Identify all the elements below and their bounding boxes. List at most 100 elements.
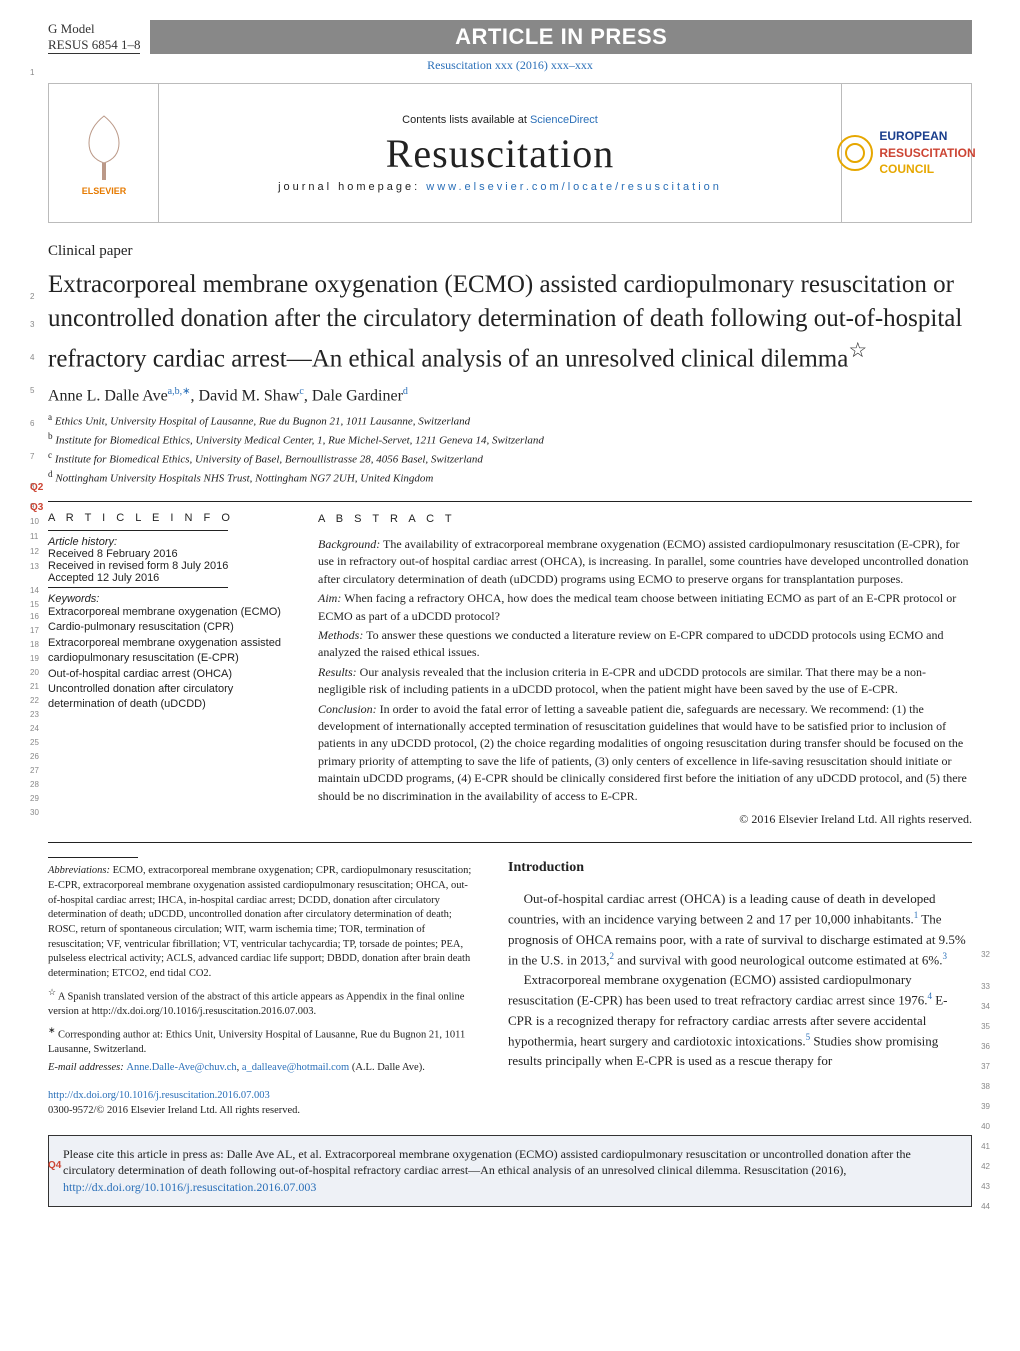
- line-number: 15: [30, 600, 39, 609]
- keyword-item: Cardio-pulmonary resuscitation (CPR): [48, 620, 288, 635]
- history-received: Received 8 February 2016: [48, 548, 288, 560]
- line-number: 12: [30, 547, 39, 556]
- abs-methods-text: To answer these questions we conducted a…: [318, 628, 943, 659]
- line-number: 34: [981, 1002, 990, 1011]
- sciencedirect-link[interactable]: ScienceDirect: [530, 114, 598, 126]
- keyword-item: Uncontrolled donation after circulatory …: [48, 682, 288, 713]
- erc-line-2: RESUSCITATION: [879, 145, 975, 162]
- affiliation-item: b Institute for Biomedical Ethics, Unive…: [48, 430, 972, 449]
- erc-line-3: COUNCIL: [879, 161, 975, 178]
- abs-background-text: The availability of extracorporeal membr…: [318, 537, 968, 586]
- resus-id: RESUS 6854 1–8: [48, 37, 140, 54]
- keywords-label: Keywords:: [48, 593, 288, 605]
- line-number: 3: [30, 320, 34, 329]
- line-number: 22: [30, 696, 39, 705]
- body-column: Introduction Out-of-hospital cardiac arr…: [508, 857, 972, 1118]
- line-number: 7: [30, 452, 34, 461]
- spanish-doi-link[interactable]: http://dx.doi.org/10.1016/j.resuscitatio…: [92, 1006, 314, 1017]
- line-number: 38: [981, 1082, 990, 1091]
- affiliation-item: a Ethics Unit, University Hospital of La…: [48, 411, 972, 430]
- affiliation-list: a Ethics Unit, University Hospital of La…: [48, 411, 972, 487]
- abs-results-text: Our analysis revealed that the inclusion…: [318, 665, 926, 696]
- abstract-copyright: © 2016 Elsevier Ireland Ltd. All rights …: [318, 811, 972, 828]
- cite-in-press-box: Please cite this article in press as: Da…: [48, 1135, 972, 1207]
- journal-homepage-line: journal homepage: www.elsevier.com/locat…: [159, 181, 841, 193]
- line-number: 33: [981, 982, 990, 991]
- line-number: 35: [981, 1022, 990, 1031]
- line-number: 37: [981, 1062, 990, 1071]
- line-number: 23: [30, 710, 39, 719]
- line-number: 2: [30, 292, 34, 301]
- issn-rights: 0300-9572/© 2016 Elsevier Ireland Ltd. A…: [48, 1104, 478, 1119]
- running-head-link[interactable]: Resuscitation xxx (2016) xxx–xxx: [427, 58, 593, 72]
- line-number: 42: [981, 1162, 990, 1171]
- section-label: Clinical paper: [48, 243, 972, 260]
- author-2: , David M. Shaw: [191, 387, 300, 404]
- abs-results-label: Results:: [318, 665, 357, 679]
- line-number: 4: [30, 353, 34, 362]
- homepage-url-link[interactable]: www.elsevier.com/locate/resuscitation: [426, 181, 722, 193]
- line-number: 27: [30, 766, 39, 775]
- cite-doi-link[interactable]: http://dx.doi.org/10.1016/j.resuscitatio…: [63, 1180, 316, 1194]
- elsevier-text: ELSEVIER: [81, 186, 126, 196]
- author-list: Anne L. Dalle Avea,b,∗, David M. Shawc, …: [48, 386, 972, 405]
- article-info-heading: A R T I C L E I N F O: [48, 512, 288, 524]
- cite-text: Please cite this article in press as: Da…: [63, 1147, 911, 1178]
- author-1: Anne L. Dalle Ave: [48, 387, 168, 404]
- abstract-column: A B S T R A C T Background: The availabi…: [318, 512, 972, 828]
- email-link-2[interactable]: a_dalleave@hotmail.com: [242, 1062, 349, 1073]
- email-tail: (A.L. Dalle Ave).: [349, 1062, 425, 1073]
- abs-methods-label: Methods:: [318, 628, 363, 642]
- author-query-label: Q2: [30, 482, 43, 493]
- line-number: 20: [30, 668, 39, 677]
- line-number: 14: [30, 586, 39, 595]
- abs-conclusion-label: Conclusion:: [318, 702, 377, 716]
- abbrev-text: ECMO, extracorporeal membrane oxygenatio…: [48, 865, 471, 979]
- line-number: 26: [30, 752, 39, 761]
- erc-ring-icon: [837, 135, 873, 171]
- line-number: 1: [30, 68, 34, 77]
- doi-link[interactable]: http://dx.doi.org/10.1016/j.resuscitatio…: [48, 1090, 270, 1101]
- line-number: 43: [981, 1182, 990, 1191]
- journal-title: Resuscitation: [159, 130, 841, 177]
- keyword-item: Out-of-hospital cardiac arrest (OHCA): [48, 667, 288, 682]
- erc-logo: EUROPEAN RESUSCITATION COUNCIL: [841, 84, 971, 222]
- line-number: 30: [30, 808, 39, 817]
- author-3-affil: d: [403, 386, 408, 397]
- erc-line-1: EUROPEAN: [879, 128, 975, 145]
- keyword-item: Extracorporeal membrane oxygenation assi…: [48, 636, 288, 667]
- abstract-heading: A B S T R A C T: [318, 512, 972, 528]
- article-title-text: Extracorporeal membrane oxygenation (ECM…: [48, 271, 962, 372]
- intro-p2-a: Extracorporeal membrane oxygenation (ECM…: [508, 972, 927, 1007]
- abs-conclusion-text: In order to avoid the fatal error of let…: [318, 702, 967, 803]
- affiliation-item: d Nottingham University Hospitals NHS Tr…: [48, 468, 972, 487]
- intro-p1-a: Out-of-hospital cardiac arrest (OHCA) is…: [508, 891, 935, 926]
- author-1-affil: a,b,: [168, 386, 182, 397]
- contents-available-line: Contents lists available at ScienceDirec…: [159, 114, 841, 126]
- abs-aim-label: Aim:: [318, 591, 341, 605]
- line-number: 5: [30, 386, 34, 395]
- article-title: Extracorporeal membrane oxygenation (ECM…: [48, 268, 972, 376]
- article-info-column: A R T I C L E I N F O Article history: R…: [48, 512, 288, 828]
- title-footnote-star: ☆: [848, 338, 867, 362]
- line-number: 44: [981, 1202, 990, 1211]
- g-model-label: G Model: [48, 21, 140, 37]
- line-number: 41: [981, 1142, 990, 1151]
- elsevier-tree-icon: ELSEVIER: [69, 108, 139, 198]
- line-number: 39: [981, 1102, 990, 1111]
- abs-background-label: Background:: [318, 537, 380, 551]
- line-number: 18: [30, 640, 39, 649]
- line-number: 11: [30, 532, 38, 541]
- history-revised: Received in revised form 8 July 2016: [48, 560, 288, 572]
- line-number: 6: [30, 419, 34, 428]
- ref-3[interactable]: 3: [943, 951, 948, 961]
- corresp-text: Corresponding author at: Ethics Unit, Un…: [48, 1029, 465, 1055]
- line-number: 24: [30, 724, 39, 733]
- footnote-column: Abbreviations: ECMO, extracorporeal memb…: [48, 857, 478, 1118]
- line-number: 36: [981, 1042, 990, 1051]
- line-number: 21: [30, 682, 39, 691]
- email-link-1[interactable]: Anne.Dalle-Ave@chuv.ch: [126, 1062, 236, 1073]
- line-number: 17: [30, 626, 39, 635]
- line-number: 32: [981, 950, 990, 959]
- homepage-prefix: journal homepage:: [278, 181, 426, 193]
